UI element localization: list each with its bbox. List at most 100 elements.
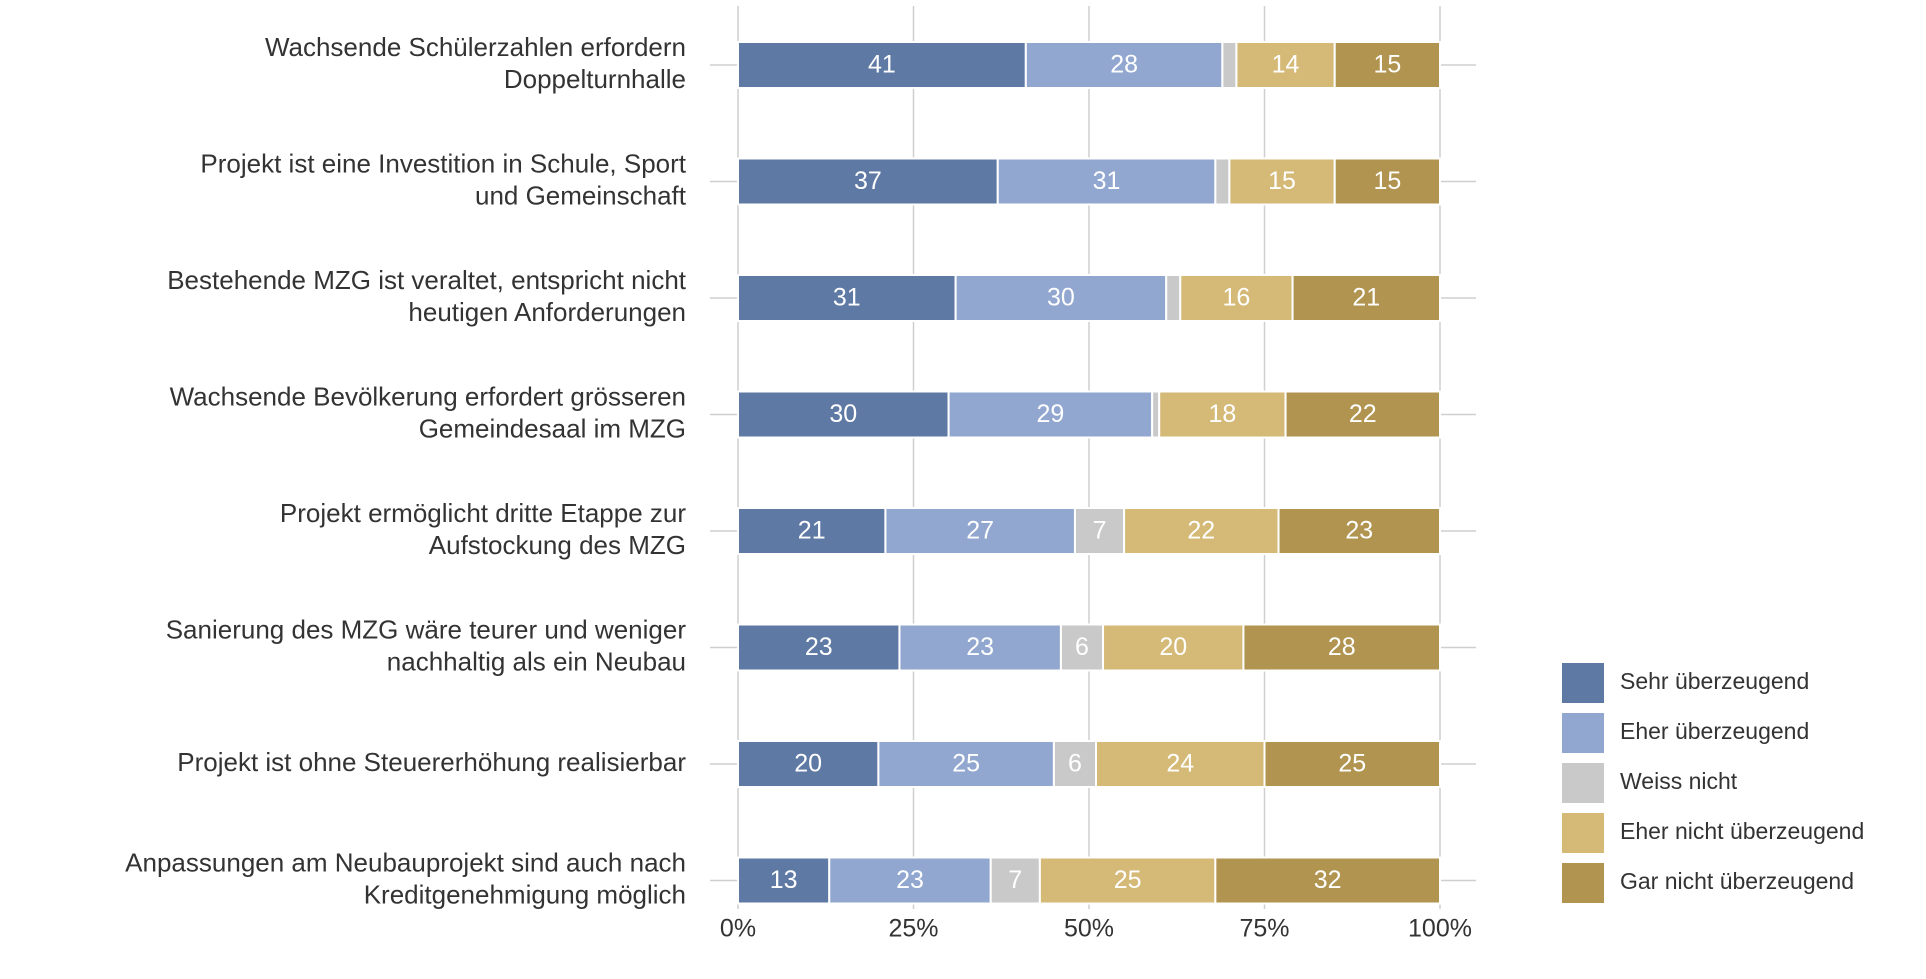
value-label: 27 — [966, 517, 994, 545]
value-label: 31 — [1093, 167, 1121, 195]
legend-label: Eher überzeugend — [1620, 718, 1809, 744]
legend-swatch — [1562, 713, 1604, 753]
value-label: 6 — [1075, 633, 1089, 661]
category-label: und Gemeinschaft — [475, 180, 687, 210]
category-label: Aufstockung des MZG — [429, 530, 686, 560]
bar-segment — [954, 274, 1168, 322]
legend-swatch — [1562, 763, 1604, 803]
bar-segment — [828, 856, 992, 905]
bar-segment — [1277, 507, 1442, 555]
bar-segment — [1158, 390, 1287, 439]
bar-segment — [1228, 157, 1336, 206]
value-label: 6 — [1068, 750, 1082, 778]
legend-swatch — [1562, 663, 1604, 703]
legend-label: Gar nicht überzeugend — [1620, 868, 1854, 894]
category-label: Projekt ermöglicht dritte Etappe zur — [280, 498, 686, 528]
legend-label: Weiss nicht — [1620, 768, 1738, 794]
category-label: Anpassungen am Neubauprojekt sind auch n… — [125, 847, 686, 877]
bar-segment — [1291, 274, 1441, 322]
category-label: heutigen Anforderungen — [408, 297, 686, 327]
category-label: Bestehende MZG ist veraltet, entspricht … — [167, 265, 687, 295]
value-label: 30 — [829, 400, 857, 428]
value-label: 15 — [1373, 167, 1401, 195]
value-label: 14 — [1272, 51, 1300, 79]
bar-segment — [737, 390, 950, 439]
bar-segment — [1059, 623, 1105, 672]
category-label: Kreditgenehmigung möglich — [364, 879, 686, 909]
legend-swatch — [1562, 863, 1604, 903]
value-label: 23 — [896, 866, 924, 894]
value-label: 16 — [1223, 284, 1251, 312]
value-label: 30 — [1047, 284, 1075, 312]
bar-segment — [1038, 856, 1217, 905]
bar-segment — [1179, 274, 1294, 322]
value-label: 32 — [1314, 866, 1342, 894]
bar-segment — [1165, 274, 1182, 322]
bar-segment — [1333, 41, 1441, 89]
value-label: 7 — [1008, 866, 1022, 894]
bar-segment — [884, 507, 1076, 555]
bar-segment — [737, 507, 887, 555]
value-label: 15 — [1268, 167, 1296, 195]
x-tick-label: 100% — [1408, 915, 1472, 943]
bar-segment — [737, 856, 831, 905]
bar-segment — [1333, 157, 1441, 206]
category-label: Wachsende Schülerzahlen erfordern — [265, 32, 686, 62]
category-label: Projekt ist ohne Steuererhöhung realisie… — [177, 747, 686, 777]
x-tick-label: 50% — [1064, 915, 1114, 943]
value-label: 21 — [798, 517, 826, 545]
bar-segment — [1235, 41, 1336, 89]
bar-segment — [1123, 507, 1280, 555]
bar-segment — [1073, 507, 1126, 555]
value-label: 21 — [1352, 284, 1380, 312]
bar-segment — [947, 390, 1154, 439]
value-label: 31 — [833, 284, 861, 312]
value-label: 29 — [1036, 400, 1064, 428]
value-label: 20 — [794, 750, 822, 778]
legend-label: Sehr überzeugend — [1620, 668, 1809, 694]
bar-segment — [877, 740, 1055, 788]
value-label: 13 — [770, 866, 798, 894]
x-tick-label: 25% — [888, 915, 938, 943]
bar-segment — [737, 157, 999, 206]
category-label: nachhaltig als ein Neubau — [387, 646, 686, 676]
bar-segment — [1284, 390, 1442, 439]
value-label: 23 — [1345, 517, 1373, 545]
bar-segment — [1221, 41, 1238, 89]
value-label: 20 — [1159, 633, 1187, 661]
bar-segment — [1214, 856, 1441, 905]
category-label: Doppelturnhalle — [504, 64, 686, 94]
bar-segment — [737, 274, 957, 322]
bar-segment — [1263, 740, 1441, 788]
value-label: 25 — [952, 750, 980, 778]
category-label: Wachsende Bevölkerung erfordert grössere… — [170, 381, 686, 411]
bar-segment — [989, 856, 1041, 905]
category-label: Gemeindesaal im MZG — [419, 413, 686, 443]
bar-segment — [1102, 623, 1245, 672]
value-label: 18 — [1208, 400, 1236, 428]
bar-segment — [1242, 623, 1441, 672]
bar-segment — [1024, 41, 1224, 89]
bar-segment — [1214, 157, 1231, 206]
value-label: 25 — [1338, 750, 1366, 778]
value-label: 28 — [1110, 51, 1138, 79]
value-label: 22 — [1349, 400, 1377, 428]
value-label: 28 — [1328, 633, 1356, 661]
value-label: 23 — [805, 633, 833, 661]
value-label: 24 — [1166, 750, 1194, 778]
value-label: 7 — [1093, 517, 1107, 545]
bar-segment — [1151, 390, 1161, 439]
legend-label: Eher nicht überzeugend — [1620, 818, 1864, 844]
category-label: Projekt ist eine Investition in Schule, … — [200, 148, 686, 178]
x-tick-label: 75% — [1239, 915, 1289, 943]
bar-segment — [737, 623, 901, 672]
legend-swatch — [1562, 813, 1604, 853]
category-label: Sanierung des MZG wäre teurer und wenige… — [166, 614, 687, 644]
bar-segment — [996, 157, 1217, 206]
value-label: 37 — [854, 167, 882, 195]
value-label: 41 — [868, 51, 896, 79]
value-label: 15 — [1373, 51, 1401, 79]
value-label: 25 — [1114, 866, 1142, 894]
x-tick-label: 0% — [720, 915, 756, 943]
